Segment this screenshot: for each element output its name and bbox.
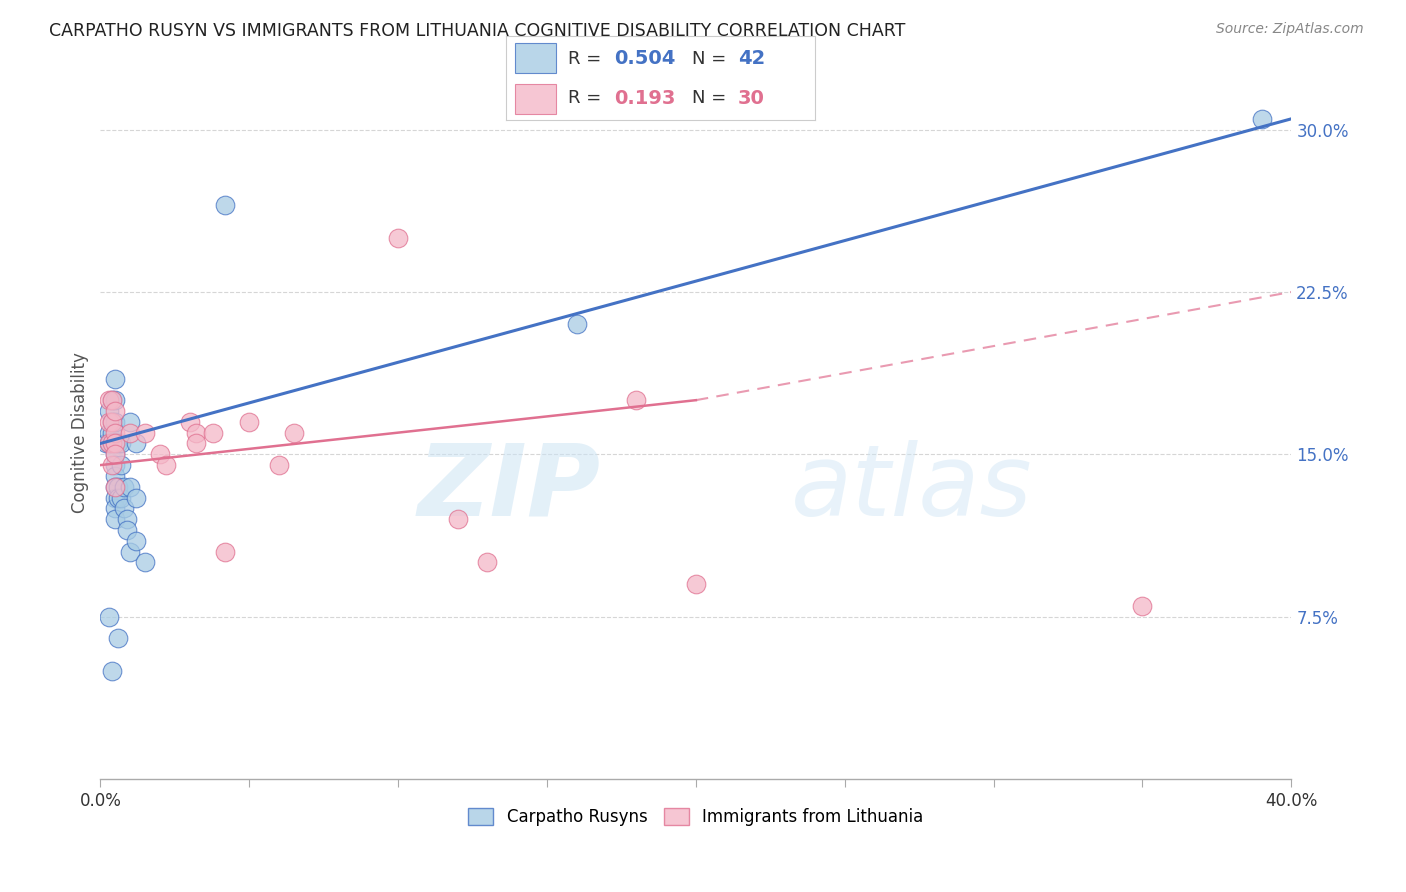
Text: R =: R = — [568, 89, 613, 107]
Text: ZIP: ZIP — [418, 440, 600, 537]
Point — [101, 436, 124, 450]
Text: atlas: atlas — [792, 440, 1033, 537]
Point — [98, 425, 121, 440]
Point — [283, 425, 305, 440]
FancyBboxPatch shape — [516, 84, 555, 113]
Point — [626, 393, 648, 408]
Point — [107, 436, 129, 450]
Point — [214, 544, 236, 558]
Point — [104, 501, 127, 516]
Point — [120, 544, 142, 558]
Point — [104, 436, 127, 450]
Point — [104, 480, 127, 494]
Point — [685, 577, 707, 591]
Text: CARPATHO RUSYN VS IMMIGRANTS FROM LITHUANIA COGNITIVE DISABILITY CORRELATION CHA: CARPATHO RUSYN VS IMMIGRANTS FROM LITHUA… — [49, 22, 905, 40]
Y-axis label: Cognitive Disability: Cognitive Disability — [72, 352, 89, 513]
Point — [104, 512, 127, 526]
FancyBboxPatch shape — [516, 44, 555, 73]
Text: N =: N = — [692, 89, 731, 107]
Point — [134, 556, 156, 570]
Text: N =: N = — [692, 50, 731, 68]
Point — [96, 436, 118, 450]
Point — [214, 198, 236, 212]
Point — [110, 458, 132, 472]
Point — [107, 480, 129, 494]
Point — [104, 436, 127, 450]
Point — [115, 512, 138, 526]
Point — [104, 415, 127, 429]
Point — [104, 458, 127, 472]
Point — [104, 491, 127, 505]
Point — [107, 632, 129, 646]
Point — [1132, 599, 1154, 613]
Point — [110, 491, 132, 505]
Point — [104, 393, 127, 408]
Point — [98, 436, 121, 450]
Point — [125, 436, 148, 450]
Point — [202, 425, 225, 440]
Point — [107, 491, 129, 505]
Point — [125, 533, 148, 548]
Point — [112, 501, 135, 516]
Point — [115, 523, 138, 537]
Text: 30: 30 — [738, 89, 765, 108]
Point — [238, 415, 260, 429]
Point — [120, 415, 142, 429]
Point — [98, 404, 121, 418]
Point — [134, 425, 156, 440]
Point — [565, 318, 588, 332]
Point — [446, 512, 468, 526]
Point — [101, 436, 124, 450]
Point — [101, 425, 124, 440]
Point — [104, 371, 127, 385]
Point — [120, 425, 142, 440]
Point — [387, 231, 409, 245]
Point — [149, 447, 172, 461]
Point — [104, 425, 127, 440]
Point — [112, 480, 135, 494]
Point — [101, 393, 124, 408]
Text: 0.504: 0.504 — [614, 49, 676, 68]
Point — [98, 415, 121, 429]
Point — [125, 491, 148, 505]
Text: 0.193: 0.193 — [614, 89, 676, 108]
Point — [101, 415, 124, 429]
Text: R =: R = — [568, 50, 607, 68]
Point — [101, 415, 124, 429]
Point — [104, 469, 127, 483]
Point — [110, 436, 132, 450]
Point — [101, 664, 124, 678]
Point — [104, 447, 127, 461]
Point — [184, 436, 207, 450]
Point — [184, 425, 207, 440]
Point — [1250, 112, 1272, 126]
Point — [98, 393, 121, 408]
Point — [120, 480, 142, 494]
Point — [267, 458, 290, 472]
Text: Source: ZipAtlas.com: Source: ZipAtlas.com — [1216, 22, 1364, 37]
Point — [98, 609, 121, 624]
Point — [104, 480, 127, 494]
Point — [179, 415, 201, 429]
Point — [98, 436, 121, 450]
Point — [477, 556, 499, 570]
Point — [101, 458, 124, 472]
Legend: Carpatho Rusyns, Immigrants from Lithuania: Carpatho Rusyns, Immigrants from Lithuan… — [461, 801, 931, 833]
Text: 42: 42 — [738, 49, 765, 68]
Point — [155, 458, 177, 472]
Point — [104, 404, 127, 418]
Point — [104, 447, 127, 461]
Point — [101, 393, 124, 408]
